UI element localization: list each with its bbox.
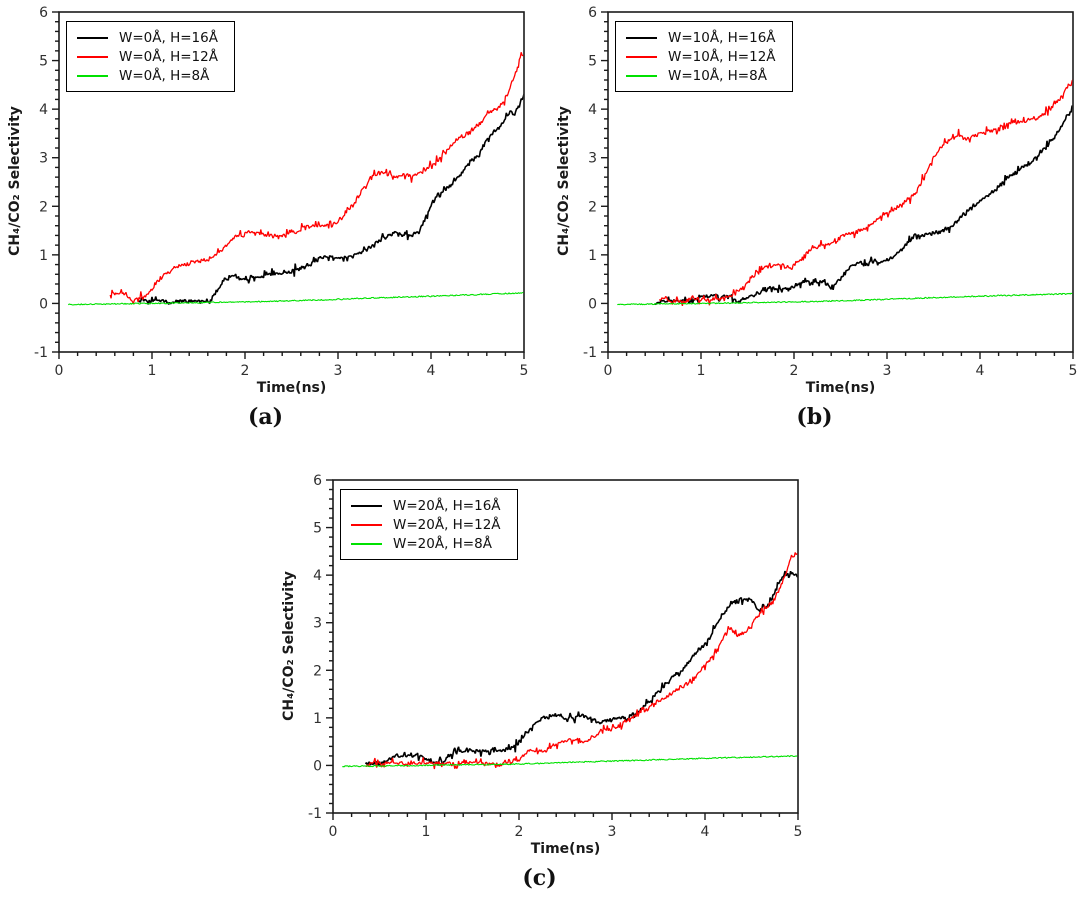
- svg-text:-1: -1: [308, 806, 322, 822]
- svg-text:4: 4: [976, 363, 985, 379]
- svg-text:2: 2: [790, 363, 799, 379]
- svg-text:-1: -1: [583, 345, 597, 361]
- legend-label: W=20Å, H=8Å: [393, 535, 492, 552]
- svg-text:2: 2: [39, 199, 48, 215]
- legend-line-green-icon: [351, 542, 382, 545]
- legend-line-red-icon: [77, 55, 108, 58]
- svg-text:4: 4: [588, 102, 597, 118]
- legend-item: W=10Å, H=12Å: [626, 47, 776, 66]
- legend-item: W=20Å, H=8Å: [351, 534, 501, 553]
- legend-item: W=0Å, H=8Å: [77, 66, 218, 85]
- legend-label: W=10Å, H=16Å: [668, 29, 776, 46]
- svg-text:0: 0: [588, 296, 597, 312]
- legend-line-green-icon: [77, 74, 108, 77]
- svg-text:0: 0: [39, 296, 48, 312]
- legend-label: W=10Å, H=8Å: [668, 67, 767, 84]
- legend-panel-c: W=20Å, H=16Å W=20Å, H=12Å W=20Å, H=8Å: [340, 489, 518, 560]
- legend-label: W=10Å, H=12Å: [668, 48, 776, 65]
- legend-item: W=10Å, H=8Å: [626, 66, 776, 85]
- svg-text:2: 2: [588, 199, 597, 215]
- svg-text:3: 3: [334, 363, 343, 379]
- svg-text:1: 1: [148, 363, 157, 379]
- legend-item: W=20Å, H=16Å: [351, 496, 501, 515]
- svg-text:1: 1: [697, 363, 706, 379]
- panel-label-b: (b): [796, 404, 833, 430]
- y-axis-label-b: CH₄/CO₂ Selectivity: [556, 106, 572, 256]
- legend-line-green-icon: [626, 74, 657, 77]
- legend-panel-a: W=0Å, H=16Å W=0Å, H=12Å W=0Å, H=8Å: [66, 21, 235, 92]
- svg-text:5: 5: [588, 54, 597, 70]
- legend-line-black-icon: [626, 36, 657, 39]
- x-axis-label-c: Time(ns): [530, 841, 601, 857]
- svg-text:3: 3: [608, 824, 617, 840]
- legend-line-red-icon: [626, 55, 657, 58]
- legend-line-black-icon: [77, 36, 108, 39]
- svg-text:3: 3: [313, 616, 322, 632]
- y-axis-label-a: CH₄/CO₂ Selectivity: [7, 106, 23, 256]
- svg-text:6: 6: [313, 473, 322, 489]
- legend-label: W=0Å, H=16Å: [119, 29, 218, 46]
- svg-text:4: 4: [313, 568, 322, 584]
- svg-text:1: 1: [422, 824, 431, 840]
- x-axis-label-b: Time(ns): [805, 380, 876, 396]
- svg-text:1: 1: [313, 711, 322, 727]
- legend-label: W=20Å, H=12Å: [393, 516, 501, 533]
- panel-label-a: (a): [247, 404, 284, 430]
- legend-item: W=0Å, H=12Å: [77, 47, 218, 66]
- legend-line-red-icon: [351, 523, 382, 526]
- svg-text:2: 2: [241, 363, 250, 379]
- svg-text:5: 5: [39, 54, 48, 70]
- svg-text:3: 3: [883, 363, 892, 379]
- svg-text:4: 4: [427, 363, 436, 379]
- panel-label-c: (c): [522, 865, 557, 891]
- legend-item: W=0Å, H=16Å: [77, 28, 218, 47]
- y-axis-label-c: CH₄/CO₂ Selectivity: [281, 570, 297, 721]
- svg-text:2: 2: [515, 824, 524, 840]
- svg-text:4: 4: [39, 102, 48, 118]
- svg-text:5: 5: [313, 521, 322, 537]
- svg-text:6: 6: [588, 5, 597, 21]
- svg-text:-1: -1: [34, 345, 48, 361]
- svg-text:0: 0: [329, 824, 338, 840]
- legend-label: W=20Å, H=16Å: [393, 497, 501, 514]
- svg-text:6: 6: [39, 5, 48, 21]
- legend-label: W=0Å, H=12Å: [119, 48, 218, 65]
- legend-panel-b: W=10Å, H=16Å W=10Å, H=12Å W=10Å, H=8Å: [615, 21, 793, 92]
- svg-text:4: 4: [701, 824, 710, 840]
- svg-text:2: 2: [313, 663, 322, 679]
- svg-text:5: 5: [794, 824, 803, 840]
- x-axis-label-a: Time(ns): [256, 380, 327, 396]
- legend-label: W=0Å, H=8Å: [119, 67, 210, 84]
- svg-text:1: 1: [39, 248, 48, 264]
- legend-line-black-icon: [351, 504, 382, 507]
- svg-text:0: 0: [313, 758, 322, 774]
- svg-text:5: 5: [1069, 363, 1078, 379]
- svg-text:1: 1: [588, 248, 597, 264]
- legend-item: W=10Å, H=16Å: [626, 28, 776, 47]
- svg-text:3: 3: [39, 151, 48, 167]
- svg-text:5: 5: [520, 363, 529, 379]
- svg-text:0: 0: [604, 363, 613, 379]
- legend-item: W=20Å, H=12Å: [351, 515, 501, 534]
- svg-text:0: 0: [55, 363, 64, 379]
- svg-text:3: 3: [588, 151, 597, 167]
